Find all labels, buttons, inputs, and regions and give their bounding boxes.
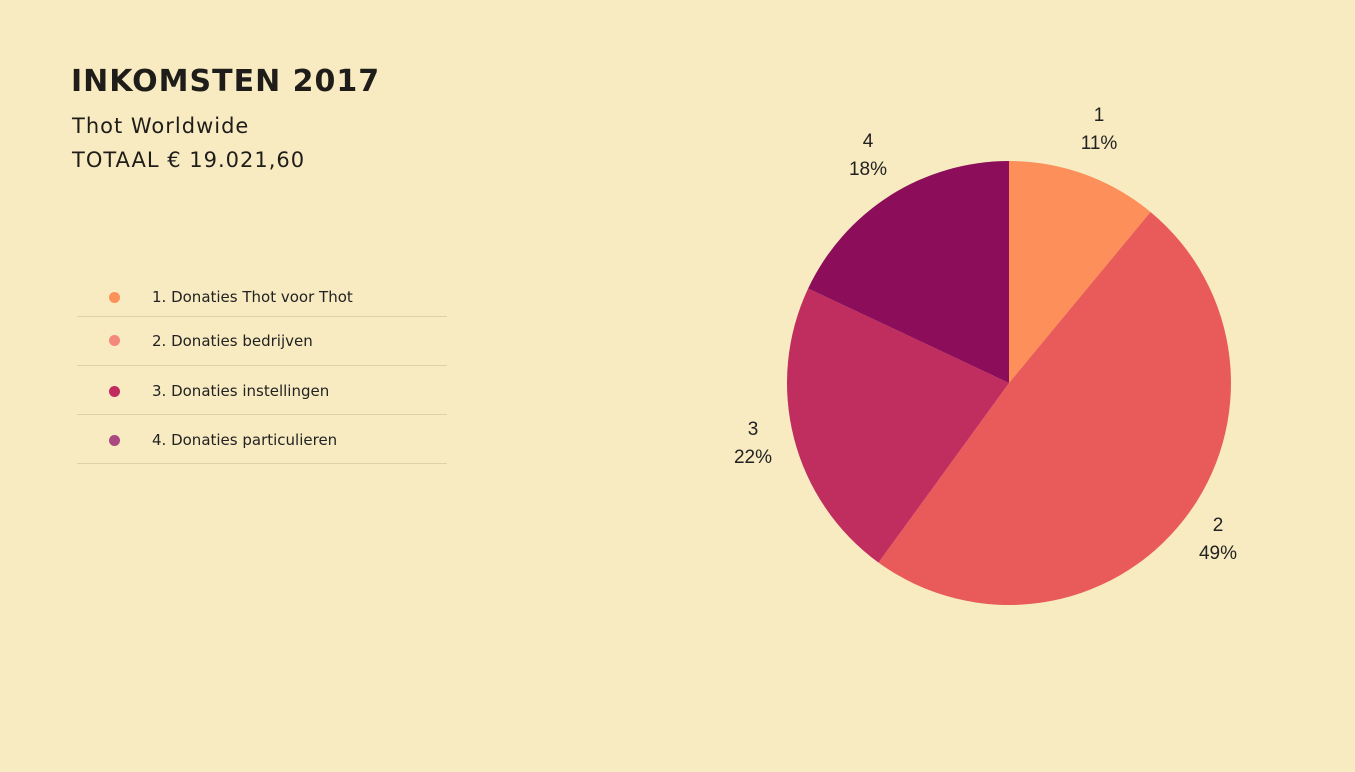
legend-item-1: 1. Donaties Thot voor Thot — [77, 275, 447, 317]
pie-value-label-3: 22% — [734, 447, 772, 468]
pie-value-label-2: 49% — [1199, 543, 1237, 564]
pie-slices — [787, 161, 1231, 605]
pie-slice-2 — [878, 211, 1231, 605]
pie-category-label-2: 2 — [1213, 515, 1224, 536]
legend-item-2: 2. Donaties bedrijven — [77, 317, 447, 366]
legend-label-4: 4. Donaties particulieren — [152, 431, 338, 449]
pie-slice-3 — [787, 288, 1009, 563]
legend-item-3: 3. Donaties instellingen — [77, 366, 447, 415]
pie-slice-4 — [808, 161, 1009, 383]
pie-category-label-4: 4 — [863, 131, 874, 152]
legend-label-1: 1. Donaties Thot voor Thot — [152, 288, 353, 306]
legend-dot-3 — [109, 386, 120, 397]
total-amount: TOTAAL € 19.021,60 — [72, 148, 306, 172]
legend-dot-1 — [109, 292, 120, 303]
legend-label-3: 3. Donaties instellingen — [152, 382, 330, 400]
legend: 1. Donaties Thot voor Thot 2. Donaties b… — [77, 275, 447, 464]
legend-label-2: 2. Donaties bedrijven — [152, 332, 313, 350]
page-title: INKOMSTEN 2017 — [71, 64, 381, 99]
pie-value-label-4: 18% — [849, 159, 887, 180]
legend-dot-2 — [109, 335, 120, 346]
legend-dot-4 — [109, 435, 120, 446]
pie-category-label-1: 1 — [1094, 105, 1105, 126]
pie-category-label-3: 3 — [748, 419, 759, 440]
page-subtitle: Thot Worldwide — [72, 114, 250, 138]
pie-slice-1 — [1009, 161, 1151, 383]
legend-item-4: 4. Donaties particulieren — [77, 415, 447, 464]
pie-value-label-1: 11% — [1081, 133, 1118, 154]
pie-labels: 1 11% 2 49% 3 22% 4 18% — [734, 105, 1237, 564]
